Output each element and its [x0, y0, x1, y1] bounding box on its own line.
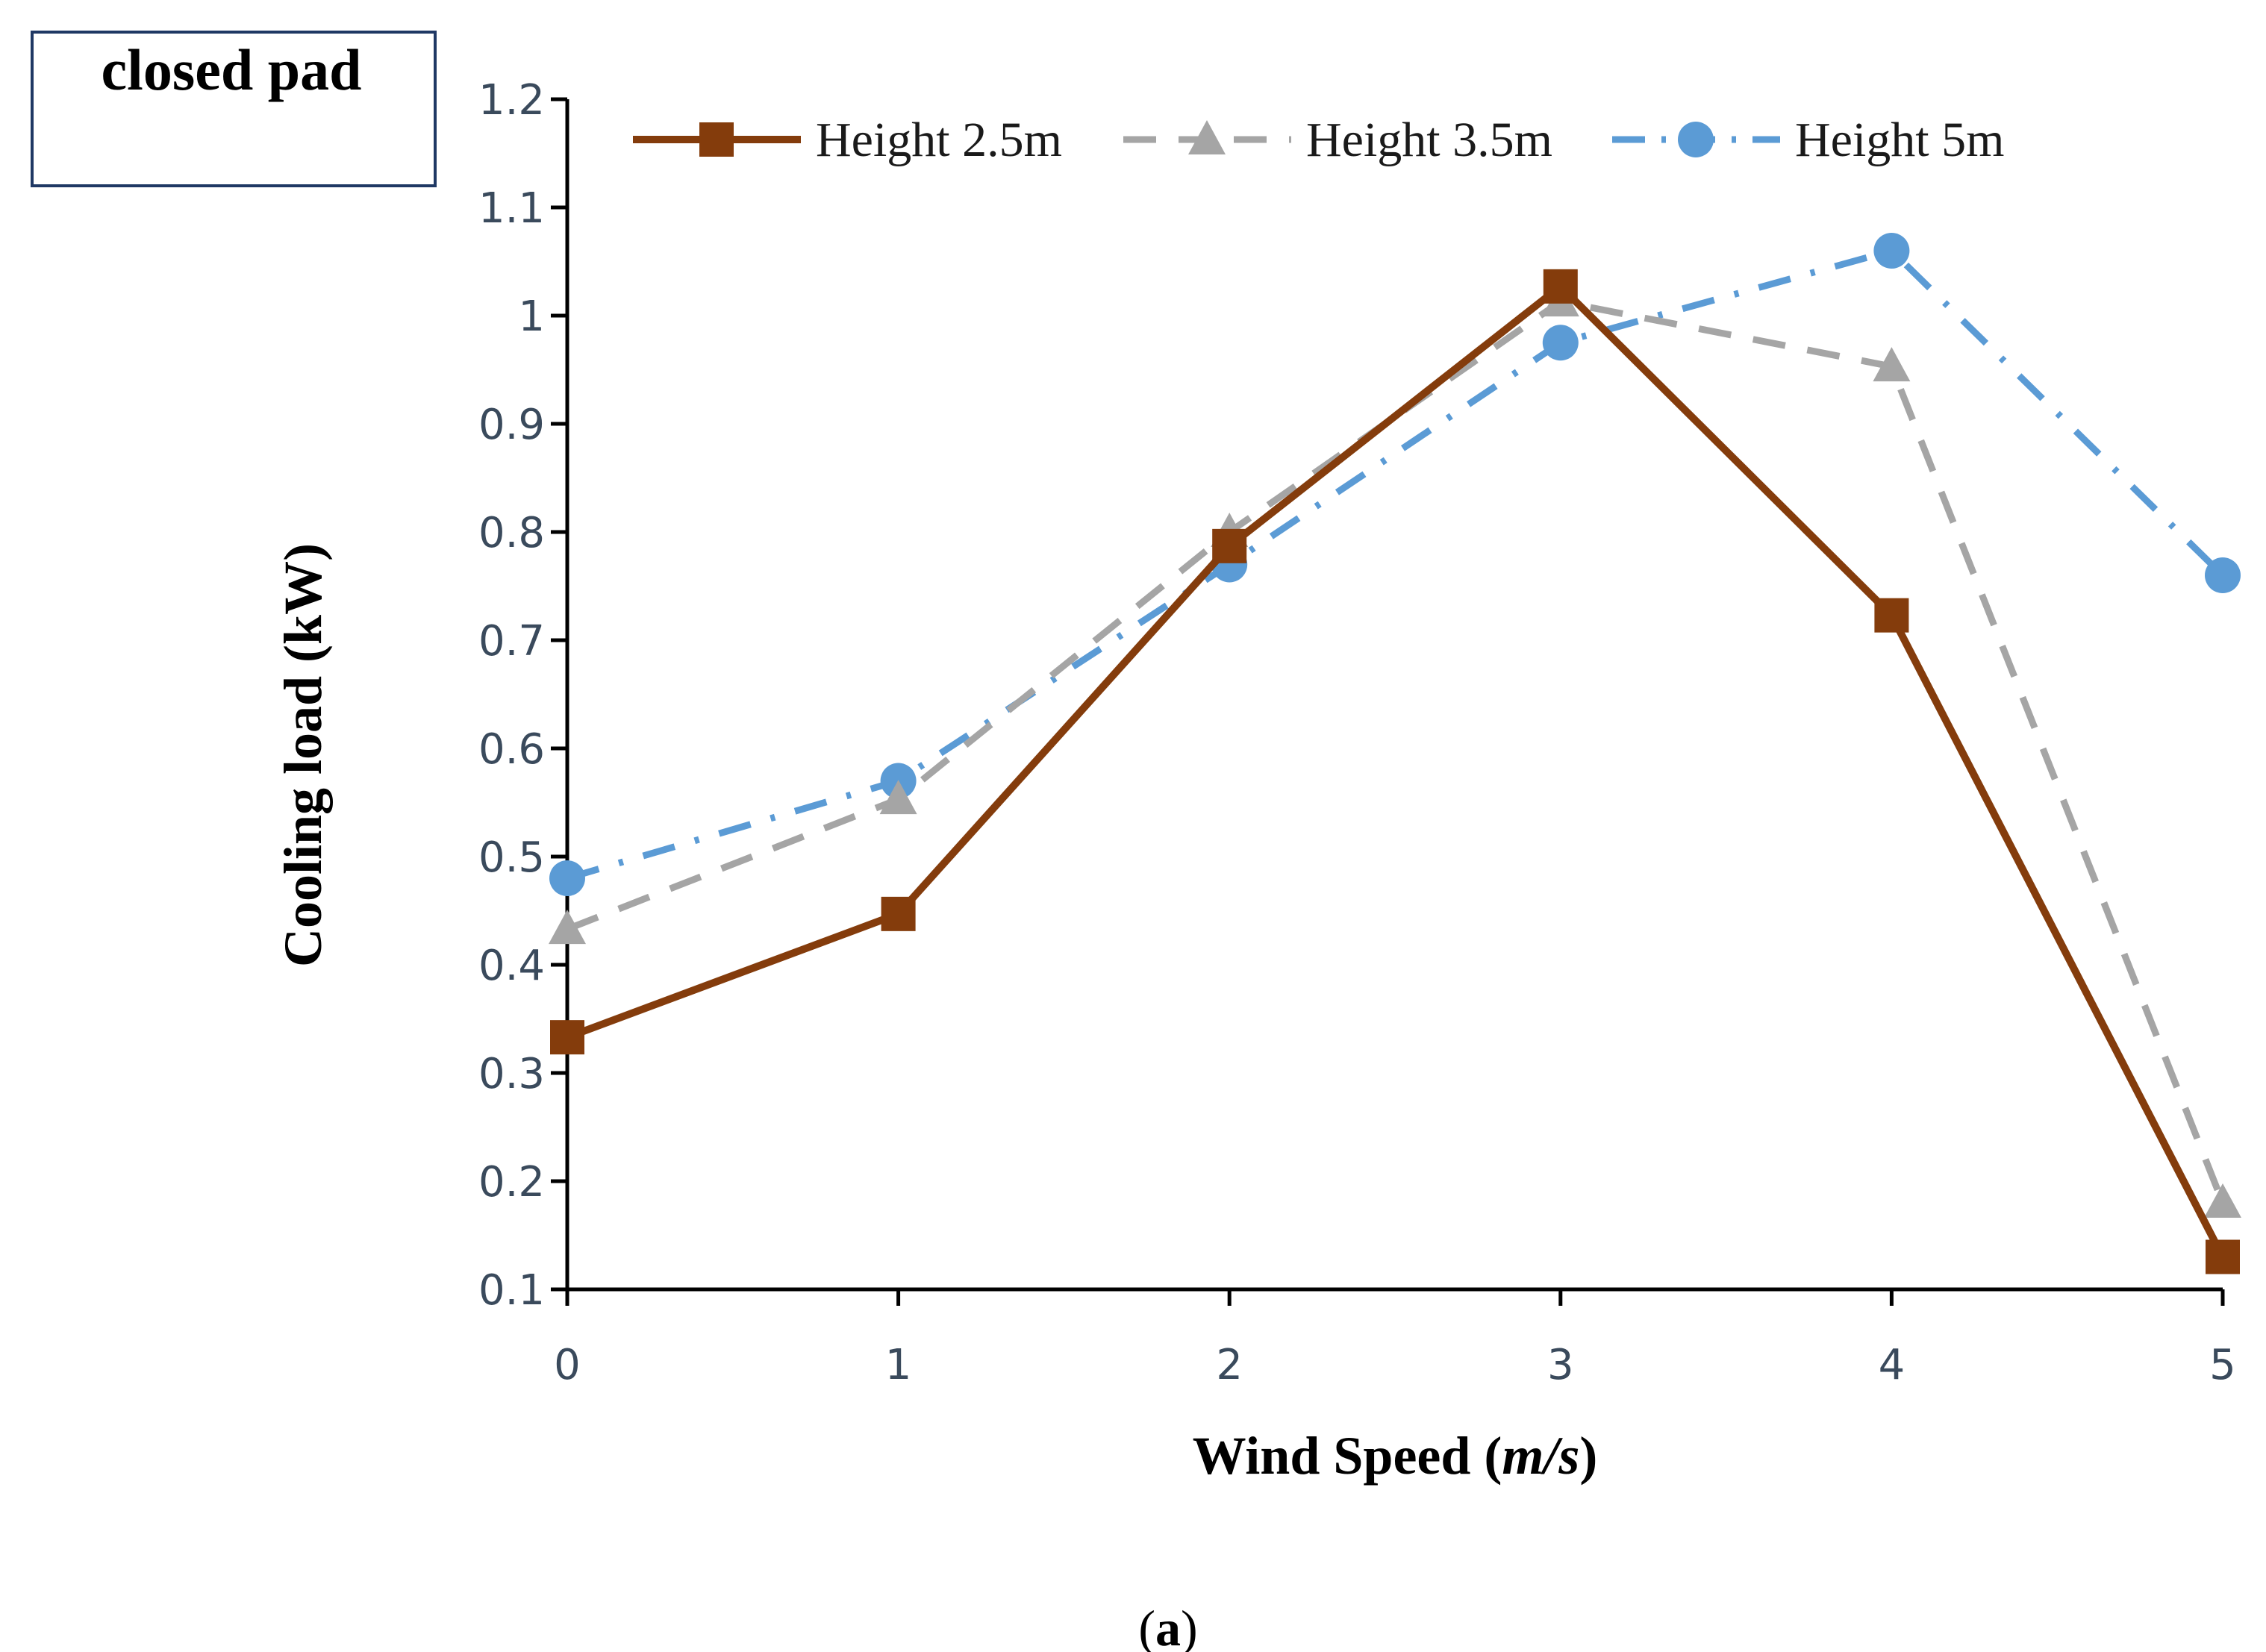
legend-label-0: Height 2.5m — [816, 113, 1062, 167]
series-0-point-5 — [2206, 1239, 2240, 1274]
x-ticks: 0 1 2 3 4 5 — [554, 1289, 2236, 1389]
x-tick-label-4: 4 — [1879, 1341, 1906, 1389]
series-2-point-4 — [1873, 233, 1910, 269]
figure-caption-close: ) — [1181, 1600, 1198, 1652]
series-layer — [549, 233, 2241, 1274]
legend-item-0: Height 2.5m — [633, 113, 1062, 167]
x-axis-title: Wind Speed (m/s) — [1193, 1426, 1598, 1486]
series-0-point-1 — [881, 896, 916, 931]
series-1-point-1 — [879, 780, 917, 815]
series-0-point-2 — [1212, 528, 1247, 563]
y-tick-label-11: 1.2 — [478, 76, 545, 125]
series-line-2 — [566, 247, 2226, 882]
series-2-point-3 — [1542, 325, 1579, 361]
legend-marker-0 — [699, 122, 734, 157]
series-1 — [549, 282, 2241, 1218]
series-0 — [550, 269, 2240, 1274]
series-line-0 — [566, 282, 2226, 1259]
legend: Height 2.5m Height 3.5m Height 5m — [633, 113, 2004, 167]
legend-item-2: Height 5m — [1612, 113, 2004, 167]
y-ticks: 0.1 0.2 0.3 0.4 0.5 0.6 0.7 0.8 0.9 1 1.1 1.2 — [478, 76, 567, 1315]
axes — [565, 99, 2223, 1292]
figure-caption-open: ( — [1138, 1600, 1155, 1652]
y-tick-label-9: 1 — [518, 292, 545, 341]
title-box: closed pad — [31, 31, 437, 187]
y-tick-label-8: 0.9 — [478, 401, 545, 449]
y-tick-label-6: 0.7 — [478, 617, 545, 666]
legend-marker-1 — [1188, 120, 1226, 154]
x-tick-label-2: 2 — [1216, 1341, 1243, 1389]
series-line-1 — [566, 298, 2226, 1204]
x-axis-title-end: ) — [1579, 1426, 1597, 1486]
legend-marker-2 — [1678, 122, 1714, 157]
title-box-frame — [31, 31, 437, 187]
legend-label-2: Height 5m — [1795, 113, 2004, 167]
figure-caption-letter: a — [1155, 1600, 1181, 1652]
y-tick-label-10: 1.1 — [478, 184, 545, 233]
y-tick-label-5: 0.6 — [478, 725, 545, 774]
y-tick-label-1: 0.2 — [478, 1158, 545, 1207]
x-axis-title-main: Wind Speed ( — [1193, 1426, 1502, 1486]
series-0-point-3 — [1543, 269, 1578, 304]
title-box-label: closed pad — [102, 37, 362, 102]
y-tick-label-4: 0.5 — [478, 833, 545, 882]
series-2-point-5 — [2205, 557, 2241, 593]
x-tick-label-0: 0 — [554, 1341, 581, 1389]
y-axis-title: Cooling load (kW) — [273, 543, 333, 967]
y-tick-label-3: 0.4 — [478, 942, 545, 990]
x-tick-label-3: 3 — [1547, 1341, 1574, 1389]
x-tick-label-5: 5 — [2209, 1341, 2236, 1389]
series-2-point-0 — [549, 860, 585, 896]
series-0-point-4 — [1874, 598, 1909, 633]
series-0-point-0 — [550, 1020, 584, 1055]
y-tick-label-7: 0.8 — [478, 509, 545, 557]
series-1-point-4 — [1873, 347, 1911, 382]
series-1-point-5 — [2204, 1183, 2241, 1218]
figure-caption: (a) — [1138, 1600, 1197, 1652]
legend-label-1: Height 3.5m — [1306, 113, 1552, 167]
y-tick-label-0: 0.1 — [478, 1266, 545, 1315]
y-tick-label-2: 0.3 — [478, 1050, 545, 1098]
x-tick-label-1: 1 — [885, 1341, 912, 1389]
series-1-point-0 — [549, 910, 586, 945]
legend-item-1: Height 3.5m — [1123, 113, 1552, 167]
x-axis-title-unit: m/s — [1502, 1426, 1579, 1486]
